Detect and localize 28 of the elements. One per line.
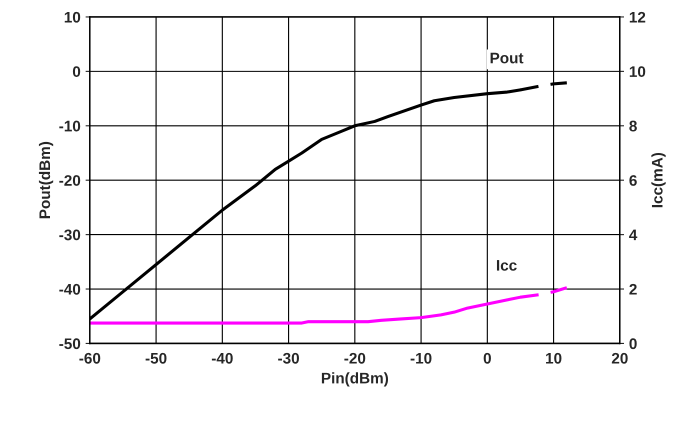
y-axis-title: Pout(dBm) — [38, 142, 54, 218]
x-tick-label: 10 — [546, 352, 562, 364]
x-tick-label: -20 — [344, 352, 366, 364]
y2-tick-label: 4 — [629, 230, 638, 240]
y-tick-label: -40 — [59, 284, 80, 295]
y2-tick-label: 10 — [630, 66, 646, 78]
x-tick-label: -30 — [278, 352, 299, 364]
y2-tick-label: 0 — [629, 338, 637, 350]
y-tick-label: -20 — [59, 175, 80, 186]
y-tick-label: -30 — [59, 229, 80, 240]
y2-axis-title: Icc(mA) — [651, 152, 666, 208]
series-label: Icc — [496, 260, 517, 271]
y2-tick-label: 8 — [629, 120, 637, 132]
x-tick-label: -40 — [212, 352, 233, 364]
x-tick-label: -60 — [79, 352, 100, 364]
y2-tick-label: 2 — [629, 284, 637, 295]
y-tick-label: -50 — [59, 338, 80, 350]
y-tick-label: 0 — [72, 66, 80, 78]
y-tick-label: -10 — [59, 120, 80, 132]
y-tick-label: 10 — [64, 12, 80, 23]
y2-tick-label: 12 — [630, 12, 646, 22]
x-tick-label: -10 — [410, 352, 432, 364]
x-tick-label: -50 — [146, 352, 166, 364]
x-axis-title: Pin(dBm) — [322, 372, 388, 387]
x-tick-label: 0 — [484, 352, 491, 364]
y2-tick-label: 6 — [629, 175, 637, 186]
series-label: Pout — [490, 52, 524, 64]
x-tick-label: 20 — [612, 352, 628, 364]
